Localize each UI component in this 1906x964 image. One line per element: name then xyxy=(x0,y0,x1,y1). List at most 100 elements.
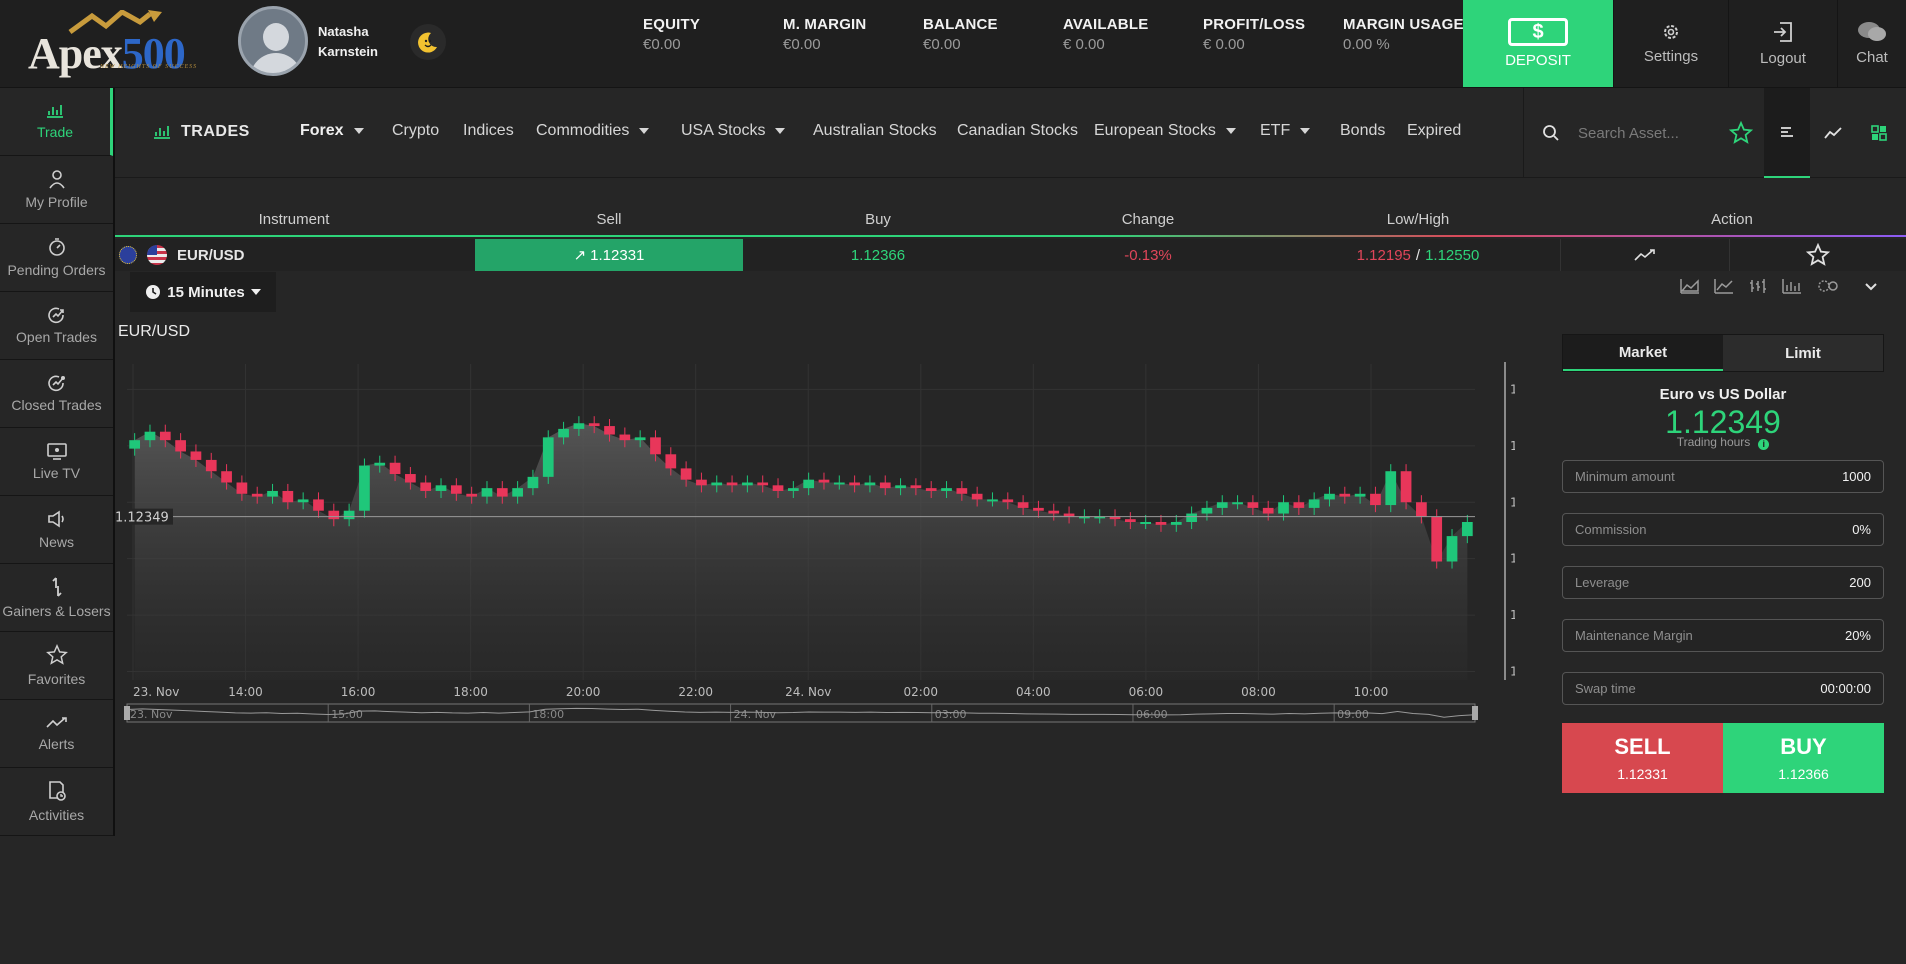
chat-button[interactable]: Chat xyxy=(1837,0,1906,87)
price-chart[interactable]: 1.12349 1.128 1.126 1.124 1.122 1.12 1.118 23… xyxy=(115,358,1515,728)
ohlc-chart-icon[interactable] xyxy=(1748,278,1768,294)
candle xyxy=(1017,502,1029,508)
instrument-cell[interactable]: EUR/USD xyxy=(119,239,419,271)
candle xyxy=(1155,522,1167,525)
sidebar-item-alerts[interactable]: Alerts xyxy=(0,700,113,768)
chart-action-button[interactable] xyxy=(1560,239,1730,271)
list-view-button[interactable] xyxy=(1764,88,1810,178)
candle xyxy=(159,431,171,441)
eu-flag-icon xyxy=(119,246,137,264)
timeframe-select[interactable]: 15 Minutes xyxy=(130,272,276,312)
sidebar-item-activities[interactable]: Activities xyxy=(0,768,113,836)
tab-bonds[interactable]: Bonds xyxy=(1340,122,1386,139)
order-type-tabs: Market Limit xyxy=(1562,334,1884,372)
sidebar-item-live-tv[interactable]: Live TV xyxy=(0,428,113,496)
settings-button[interactable]: Settings xyxy=(1613,0,1728,87)
candle xyxy=(1354,493,1366,497)
line-chart-icon[interactable] xyxy=(1714,278,1734,294)
candle xyxy=(711,482,723,486)
candle xyxy=(144,431,156,441)
indicators-icon[interactable] xyxy=(1816,278,1840,294)
sell-button[interactable]: SELL 1.12331 xyxy=(1562,723,1723,793)
tab-etf[interactable]: ETF xyxy=(1260,122,1311,140)
chevron-down-icon[interactable] xyxy=(1864,279,1878,293)
candle xyxy=(1370,493,1381,506)
candle xyxy=(971,493,983,500)
trades-title[interactable]: TRADES xyxy=(153,123,250,141)
buy-button[interactable]: BUY 1.12366 xyxy=(1723,723,1884,793)
sidebar-item-closed-trades[interactable]: Closed Trades xyxy=(0,360,113,428)
sidebar-item-open-trades[interactable]: Open Trades xyxy=(0,292,113,360)
sidebar-item-trade[interactable]: Trade xyxy=(0,88,113,156)
tab-european-stocks[interactable]: European Stocks xyxy=(1094,122,1236,140)
sidebar-item-gainers-losers[interactable]: Gainers & Losers xyxy=(0,564,113,632)
candle xyxy=(1186,513,1197,522)
tab-australian-stocks[interactable]: Australian Stocks xyxy=(813,122,937,139)
search-input[interactable] xyxy=(1578,124,1698,142)
candle xyxy=(849,482,860,486)
candle xyxy=(420,482,432,491)
sidebar-item-my-profile[interactable]: My Profile xyxy=(0,156,113,224)
tab-market[interactable]: Market xyxy=(1563,335,1723,371)
bar-chart-icon xyxy=(154,126,170,139)
tab-limit[interactable]: Limit xyxy=(1723,335,1883,371)
candle xyxy=(818,479,830,483)
tab-commodities[interactable]: Commodities xyxy=(536,122,650,140)
sidebar-item-pending-orders[interactable]: Pending Orders xyxy=(0,224,113,292)
info-icon[interactable]: i xyxy=(1758,439,1770,450)
favorite-action-button[interactable] xyxy=(1730,239,1906,271)
minimum-amount-field[interactable]: Minimum amount 1000 xyxy=(1562,460,1884,493)
trading-hours[interactable]: Trading hours i xyxy=(1562,433,1884,450)
chart-navigator[interactable]: 23. Nov 15:00 18:00 24. Nov 03:00 06:00 09:00 xyxy=(124,703,1478,723)
navigator-label: 24. Nov xyxy=(734,708,777,721)
brand-logo[interactable]: Apex500 NEW HEIGHTS OF SUCCESS xyxy=(22,10,222,78)
cash-icon: $ xyxy=(1508,18,1568,46)
logo-mark-icon xyxy=(68,10,162,35)
tab-forex[interactable]: Forex xyxy=(300,122,364,140)
activities-icon xyxy=(48,781,66,801)
tab-expired[interactable]: Expired xyxy=(1407,122,1462,139)
col-change: Change xyxy=(1121,211,1175,228)
candle xyxy=(941,488,952,491)
favorites-view-button[interactable] xyxy=(1718,88,1764,178)
x-tick-label: 10:00 xyxy=(1354,685,1389,699)
tab-crypto[interactable]: Crypto xyxy=(392,122,440,139)
candle xyxy=(1446,536,1458,562)
candle xyxy=(1232,502,1243,505)
x-tick-label: 20:00 xyxy=(566,685,601,699)
candle xyxy=(1262,507,1274,514)
sell-price-cell[interactable]: ↗ 1.12331 xyxy=(475,239,743,271)
candle xyxy=(742,482,753,486)
navigator-label: 15:00 xyxy=(331,708,363,721)
logout-button[interactable]: Logout xyxy=(1728,0,1837,87)
chart-view-button[interactable] xyxy=(1810,88,1856,178)
deposit-button[interactable]: $ DEPOSIT xyxy=(1463,0,1613,87)
candle xyxy=(910,485,922,489)
theme-toggle-button[interactable] xyxy=(410,24,446,60)
navigator-label: 23. Nov xyxy=(130,708,173,721)
candle xyxy=(726,482,738,486)
caret-down-icon xyxy=(639,128,650,134)
tab-indices[interactable]: Indices xyxy=(463,122,514,139)
candle xyxy=(1278,502,1289,514)
table-row[interactable]: EUR/USD ↗ 1.12331 1.12366 -0.13% 1.12195/… xyxy=(115,239,1906,271)
candle xyxy=(987,499,998,502)
candle xyxy=(895,485,906,489)
tab-usa-stocks[interactable]: USA Stocks xyxy=(681,122,786,140)
avatar[interactable] xyxy=(238,6,308,76)
x-tick-label: 24. Nov xyxy=(785,685,831,699)
grid-view-button[interactable] xyxy=(1856,88,1902,178)
sidebar-item-favorites[interactable]: Favorites xyxy=(0,632,113,700)
tab-canadian-stocks[interactable]: Canadian Stocks xyxy=(957,122,1078,139)
area-chart-icon[interactable] xyxy=(1680,278,1700,294)
candle xyxy=(359,465,370,511)
leverage-field: Leverage 200 xyxy=(1562,566,1884,599)
bar-chart-icon[interactable] xyxy=(1782,278,1802,294)
buy-price-cell[interactable]: 1.12366 xyxy=(850,246,906,264)
candle xyxy=(527,476,539,489)
candle xyxy=(129,440,141,449)
col-low-high: Low/High xyxy=(1386,211,1450,228)
sidebar-item-news[interactable]: News xyxy=(0,496,113,564)
arrows-icon xyxy=(51,577,62,597)
candle xyxy=(267,490,278,497)
